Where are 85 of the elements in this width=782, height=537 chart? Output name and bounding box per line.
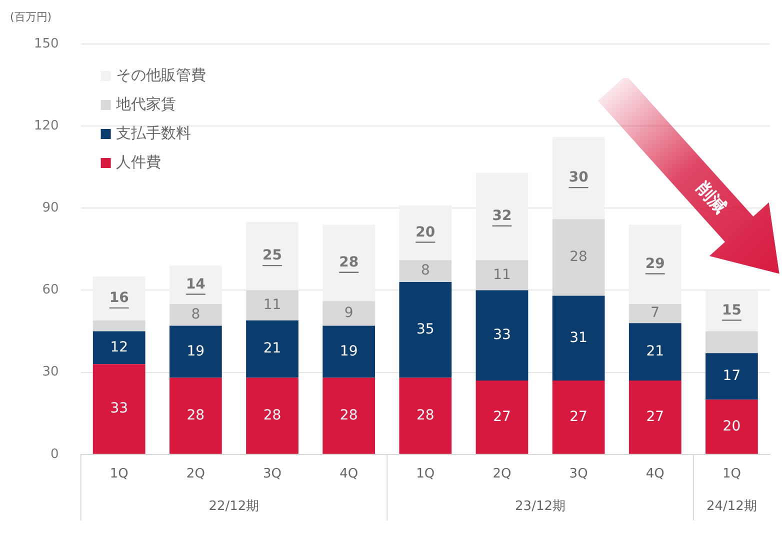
bar <box>322 378 376 454</box>
data-label: 30 <box>568 170 589 186</box>
bar <box>246 378 298 454</box>
legend-label: その他販管費 <box>116 66 206 84</box>
bar <box>399 378 452 454</box>
data-label: 19 <box>340 343 358 360</box>
bar <box>399 260 452 282</box>
bar <box>169 326 222 378</box>
data-label: 15 <box>722 302 742 318</box>
x-tick-label: 3Q <box>262 466 282 482</box>
bar <box>552 296 605 381</box>
legend-label: 支払手数料 <box>116 124 191 142</box>
bar <box>399 282 452 378</box>
data-label: 14 <box>186 276 206 292</box>
data-label: 33 <box>493 327 511 344</box>
bar <box>706 353 758 400</box>
text: 23/12期 <box>515 498 566 514</box>
data-label: 17 <box>722 368 741 384</box>
bar <box>706 331 758 354</box>
data-label: 12 <box>110 339 128 356</box>
bar <box>476 380 528 454</box>
y-axis-title: (百万円) <box>10 10 52 24</box>
bar <box>476 290 528 381</box>
data-label: 20 <box>722 418 741 434</box>
x-tick-label: 1Q <box>416 466 435 482</box>
data-label: 29 <box>645 256 665 272</box>
data-label: 8 <box>191 306 200 323</box>
y-tick-label: 60 <box>42 282 59 298</box>
legend-label: 地代家賃 <box>114 94 176 113</box>
y-tick-label: 150 <box>34 36 59 52</box>
bar <box>552 380 605 454</box>
bar <box>169 378 222 454</box>
data-label: 19 <box>186 343 205 360</box>
data-label: 35 <box>416 322 434 338</box>
y-tick-label: 120 <box>34 118 59 134</box>
data-label: 32 <box>492 208 512 224</box>
data-label: 28 <box>339 254 359 271</box>
y-tick-label: 0 <box>50 446 59 462</box>
data-label: 16 <box>109 290 129 306</box>
x-tick-label: 4Q <box>646 466 664 482</box>
data-label: 31 <box>570 330 588 346</box>
data-label: 27 <box>570 408 588 425</box>
legend-label: 人件費 <box>116 152 161 171</box>
bar <box>628 304 682 324</box>
data-label: 28 <box>570 249 588 266</box>
text: 22/12期 <box>208 498 260 514</box>
x-tick-label: 1Q <box>110 466 128 482</box>
data-label: 33 <box>110 400 128 417</box>
bar <box>476 260 528 290</box>
y-tick-label: 90 <box>42 200 59 216</box>
data-label: 27 <box>646 408 664 425</box>
bar <box>169 304 222 326</box>
data-label: 28 <box>340 407 358 424</box>
data-label: 20 <box>416 224 436 240</box>
x-tick-label: 2Q <box>186 466 205 482</box>
bar <box>628 323 682 381</box>
bar <box>706 400 758 454</box>
x-tick-label: 4Q <box>340 466 358 482</box>
data-label: 27 <box>493 408 511 425</box>
data-label: 8 <box>420 262 430 279</box>
text: 24/12期 <box>706 498 757 514</box>
x-tick-label: 3Q <box>569 466 588 482</box>
bar <box>92 320 146 332</box>
x-tick-label: 1Q <box>722 466 741 482</box>
bar <box>322 326 376 378</box>
bar <box>92 364 146 454</box>
bar <box>246 290 298 320</box>
data-label: 11 <box>493 266 511 283</box>
data-label: 21 <box>646 343 664 360</box>
bar <box>92 331 146 364</box>
data-label: 28 <box>186 407 205 424</box>
x-tick-label: 2Q <box>492 466 512 482</box>
data-label: 21 <box>263 340 282 357</box>
annotation: 削減 <box>692 178 730 218</box>
data-label: 7 <box>650 305 660 322</box>
data-label: 11 <box>263 296 282 313</box>
y-tick-label: 30 <box>42 364 59 380</box>
data-label: 28 <box>416 407 434 424</box>
data-label: 9 <box>344 305 354 322</box>
data-label: 25 <box>262 248 282 264</box>
data-label: 28 <box>263 407 282 424</box>
bar <box>246 320 298 378</box>
bar <box>628 380 682 454</box>
bar <box>322 301 376 326</box>
bar <box>552 219 605 296</box>
